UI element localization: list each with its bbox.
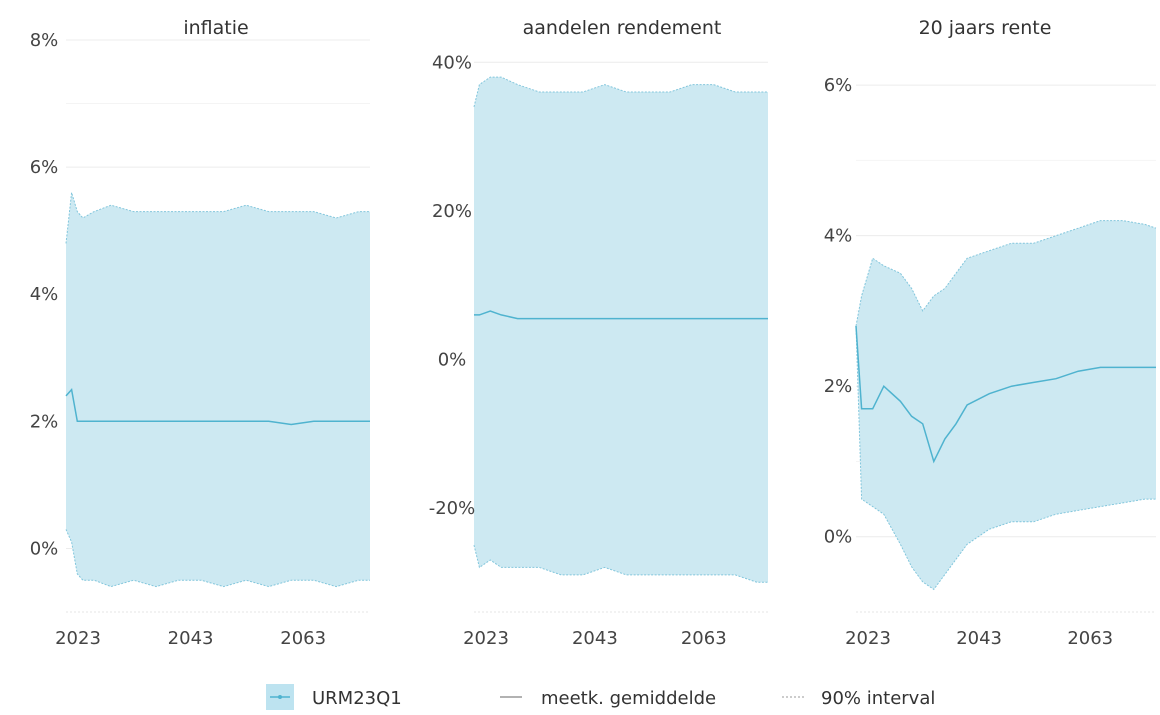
legend-label-urm23q1: URM23Q1 <box>312 688 402 709</box>
y-tick-label: -20% <box>429 498 476 519</box>
y-tick-label: 4% <box>824 226 853 247</box>
mean-line <box>855 325 1156 464</box>
interval-upper-line <box>473 76 768 108</box>
panel-title: aandelen rendement <box>523 17 722 39</box>
y-tick-label: 0% <box>438 349 467 370</box>
y-tick-label: 2% <box>824 376 853 397</box>
y-tick-label: 2% <box>30 411 59 432</box>
legend-label-meetk-gemiddelde: meetk. gemiddelde <box>541 688 716 709</box>
interval-lower-line <box>65 529 370 588</box>
x-tick-label: 2023 <box>845 628 891 649</box>
interval-band <box>474 77 768 583</box>
legend-label-90-interval: 90% interval <box>821 688 935 709</box>
x-tick-label: 2023 <box>463 628 509 649</box>
x-tick-label: 2063 <box>1067 628 1113 649</box>
y-tick-label: 6% <box>824 75 853 96</box>
panel-title: 20 jaars rente <box>919 17 1052 39</box>
y-tick-label: 4% <box>30 284 59 305</box>
chart-panel-2: 20 jaars rente 0% 2% 4% 6% 2023 2043 2063 <box>824 17 1157 649</box>
interval-upper-line <box>65 192 370 244</box>
interval-band <box>856 220 1156 590</box>
interval-band <box>66 192 370 587</box>
y-tick-label: 0% <box>30 538 59 559</box>
x-tick-label: 2063 <box>280 628 326 649</box>
x-tick-label: 2043 <box>956 628 1002 649</box>
legend: URM23Q1 meetk. gemiddelde 90% interval <box>266 684 935 710</box>
y-tick-label: 40% <box>432 52 472 73</box>
x-tick-label: 2043 <box>572 628 618 649</box>
x-tick-label: 2043 <box>168 628 214 649</box>
legend-item-urm23q1: URM23Q1 <box>266 684 402 710</box>
y-tick-label: 6% <box>30 157 59 178</box>
y-tick-label: 8% <box>30 30 59 51</box>
legend-item-90-interval: 90% interval <box>782 688 935 709</box>
legend-item-meetk-gemiddelde: meetk. gemiddelde <box>500 688 716 709</box>
interval-lower-line <box>473 544 768 583</box>
x-tick-label: 2063 <box>681 628 727 649</box>
chart-panel-0: inflatie 0% 2% 4% 6% 8% 2023 2043 2063 <box>30 17 370 649</box>
chart-panel-1: aandelen rendement -20% 0% 20% 40% 2023 2043 20… <box>429 17 768 649</box>
panel-title: inflatie <box>183 17 248 39</box>
y-tick-label: 0% <box>824 527 853 548</box>
y-tick-label: 20% <box>432 201 472 222</box>
interval-upper-line <box>855 220 1157 327</box>
legend-swatch-dot <box>278 695 282 699</box>
mean-line <box>474 310 768 320</box>
mean-line <box>65 387 370 426</box>
x-tick-label: 2023 <box>55 628 101 649</box>
